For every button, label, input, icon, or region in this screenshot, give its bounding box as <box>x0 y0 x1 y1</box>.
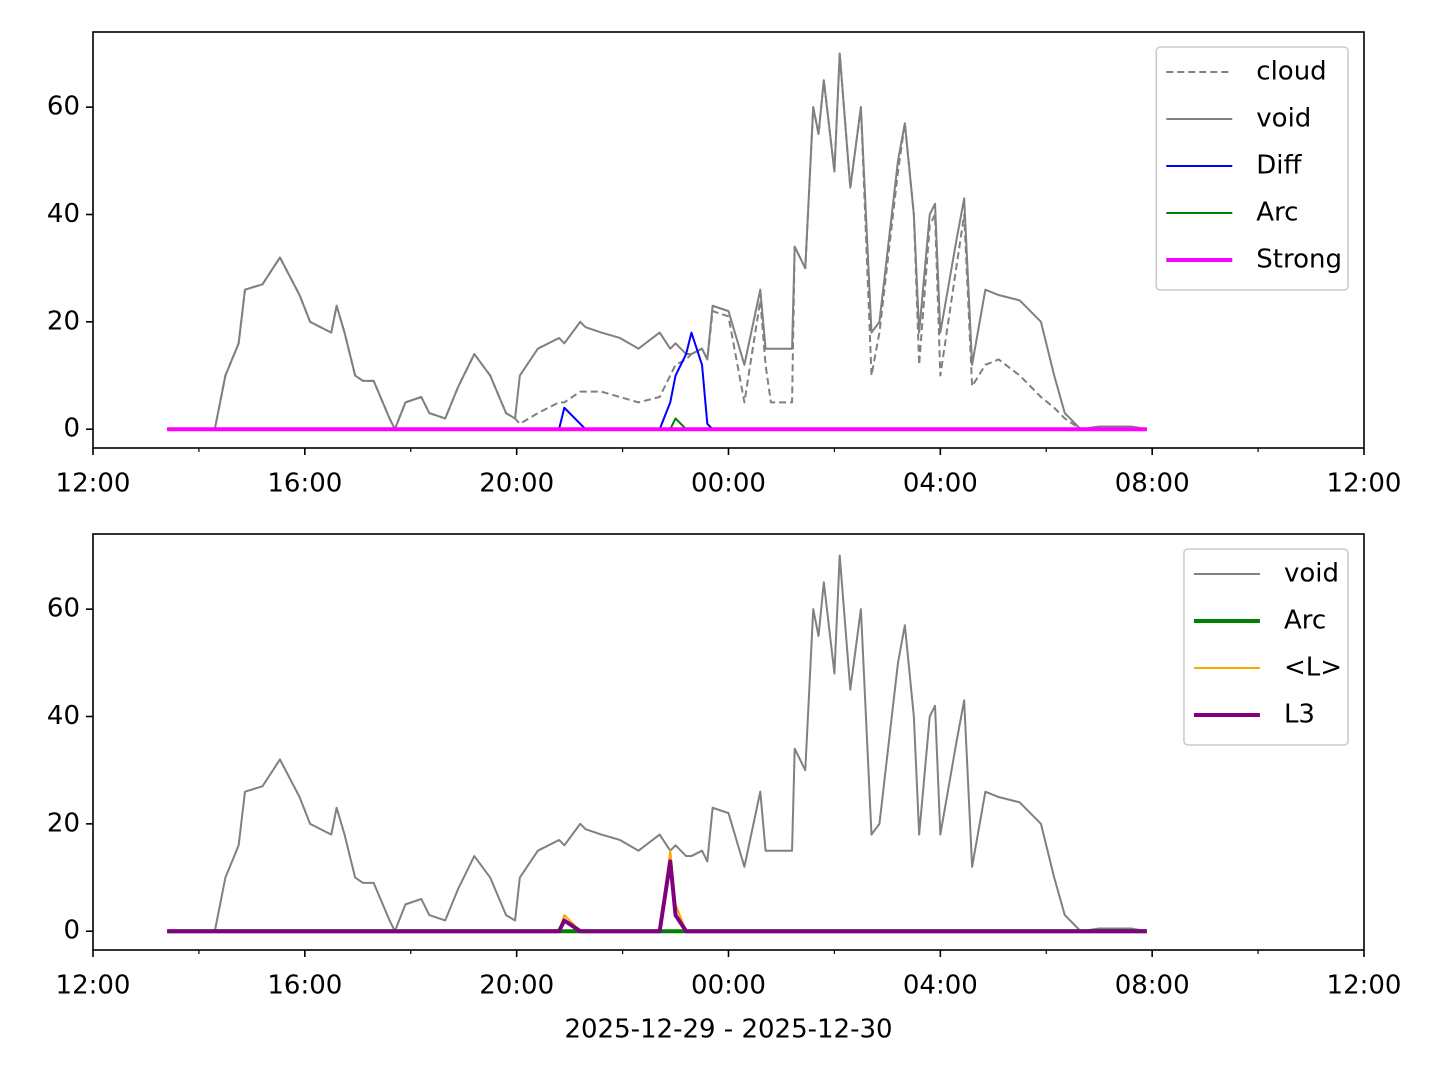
x-tick-label: 12:00 <box>56 971 131 1001</box>
legend-label: cloud <box>1256 57 1326 87</box>
legend-entry: void <box>1193 559 1339 589</box>
legend-entry: Arc <box>1193 606 1326 636</box>
legend-entry: <L> <box>1193 653 1342 683</box>
legend-entry: Strong <box>1166 245 1342 275</box>
x-tick-label: 12:00 <box>56 469 131 499</box>
x-tick-label: 20:00 <box>479 469 554 499</box>
legend-label: Arc <box>1256 198 1298 228</box>
y-tick-label: 0 <box>63 916 80 946</box>
x-tick-label: 16:00 <box>267 469 342 499</box>
legend-entry: Diff <box>1166 151 1303 181</box>
x-tick-label: 08:00 <box>1115 469 1190 499</box>
series-line <box>167 859 1147 934</box>
legend-entry: L3 <box>1193 700 1315 730</box>
legend-label: Arc <box>1284 606 1326 636</box>
series-line <box>167 554 1148 933</box>
legend-label: Diff <box>1256 151 1302 181</box>
legend-frame <box>1155 46 1349 291</box>
x-axis-label: 2025-12-29 - 2025-12-30 <box>564 1015 892 1045</box>
legend: void Arc <L> L3 <box>1183 548 1349 746</box>
legend-entry: Arc <box>1166 198 1298 228</box>
legend: cloud void Diff Arc Strong <box>1155 46 1349 291</box>
y-tick-label: 40 <box>47 701 80 731</box>
x-tick-label: 16:00 <box>267 971 342 1001</box>
legend-label: void <box>1284 559 1339 589</box>
x-tick-label: 00:00 <box>691 469 766 499</box>
x-tick-label: 12:00 <box>1327 469 1402 499</box>
x-tick-label: 12:00 <box>1327 971 1402 1001</box>
legend-entry: void <box>1166 104 1311 134</box>
axes: 0 20 40 60 12:00 16:00 20:00 00:00 04:00 08:00 12:… <box>47 31 1402 499</box>
y-tick-label: 20 <box>47 306 80 336</box>
x-tick-label: 20:00 <box>479 971 554 1001</box>
y-tick-label: 60 <box>47 92 80 122</box>
x-tick-label: 08:00 <box>1115 971 1190 1001</box>
plot-area <box>167 52 1148 432</box>
axes: 0 20 40 60 12:00 16:00 20:00 00:00 04:00 08:00 12:… <box>47 533 1402 1045</box>
legend-label: void <box>1256 104 1311 134</box>
y-tick-label: 40 <box>47 199 80 229</box>
y-tick-label: 0 <box>63 414 80 444</box>
legend-label: L3 <box>1284 700 1315 730</box>
legend-frame <box>1183 548 1349 746</box>
plot-area <box>167 554 1148 934</box>
legend-entry: cloud <box>1166 57 1327 87</box>
y-tick-label: 60 <box>47 594 80 624</box>
x-tick-label: 04:00 <box>903 971 978 1001</box>
legend-label: Strong <box>1256 245 1342 275</box>
x-tick-label: 00:00 <box>691 971 766 1001</box>
legend-label: <L> <box>1284 653 1342 683</box>
y-tick-label: 20 <box>47 808 80 838</box>
x-tick-label: 04:00 <box>903 469 978 499</box>
